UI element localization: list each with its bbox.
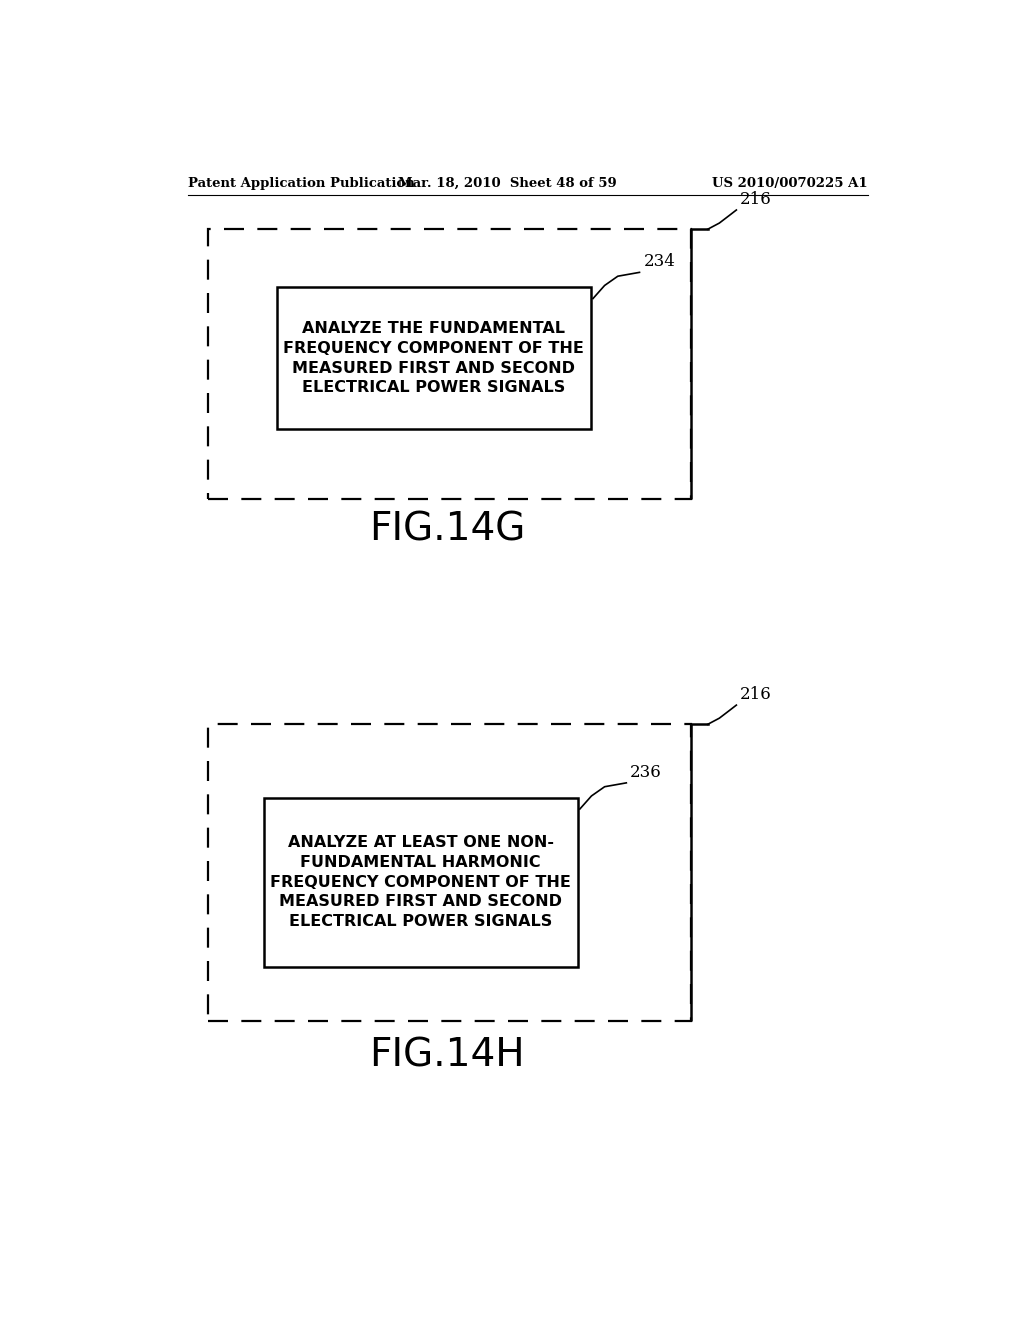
Bar <box>263 797 578 966</box>
Bar <box>276 286 591 429</box>
Bar <box>208 230 690 499</box>
Text: ANALYZE THE FUNDAMENTAL
FREQUENCY COMPONENT OF THE
MEASURED FIRST AND SECOND
ELE: ANALYZE THE FUNDAMENTAL FREQUENCY COMPON… <box>284 321 584 396</box>
Text: ANALYZE AT LEAST ONE NON-
FUNDAMENTAL HARMONIC
FREQUENCY COMPONENT OF THE
MEASUR: ANALYZE AT LEAST ONE NON- FUNDAMENTAL HA… <box>270 836 571 929</box>
Text: 216: 216 <box>740 190 772 207</box>
Text: Mar. 18, 2010  Sheet 48 of 59: Mar. 18, 2010 Sheet 48 of 59 <box>398 177 617 190</box>
Text: 216: 216 <box>740 686 772 702</box>
Bar <box>208 725 690 1020</box>
Text: US 2010/0070225 A1: US 2010/0070225 A1 <box>713 177 868 190</box>
Text: 236: 236 <box>630 763 662 780</box>
Text: 234: 234 <box>643 253 675 271</box>
Text: FIG.14G: FIG.14G <box>369 511 525 549</box>
Text: Patent Application Publication: Patent Application Publication <box>188 177 415 190</box>
Text: FIG.14H: FIG.14H <box>370 1036 525 1074</box>
